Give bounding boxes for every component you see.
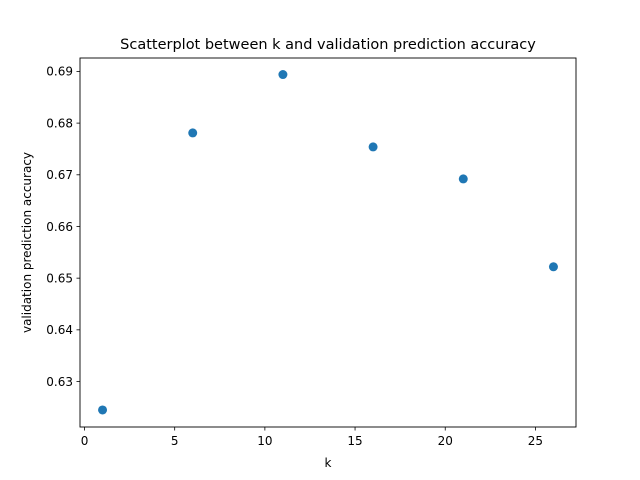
y-tick-label: 0.64 (46, 323, 73, 337)
x-tick-label: 25 (528, 434, 543, 448)
data-point (368, 142, 378, 152)
data-point (458, 174, 468, 184)
x-tick-label: 0 (81, 434, 89, 448)
x-axis: 0 5 10 15 20 25 (81, 427, 543, 448)
data-point (278, 70, 288, 80)
plot-area (79, 57, 577, 428)
y-tick-label: 0.65 (46, 271, 73, 285)
x-tick-label: 5 (171, 434, 179, 448)
x-tick-label: 15 (347, 434, 362, 448)
y-tick-label: 0.68 (46, 116, 73, 130)
x-axis-label: k (325, 456, 332, 470)
chart-title: Scatterplot between k and validation pre… (120, 37, 536, 53)
data-point (548, 262, 558, 272)
data-points (98, 70, 558, 415)
y-tick-label: 0.67 (46, 168, 73, 182)
data-point (188, 128, 198, 138)
y-axis: 0.63 0.64 0.65 0.66 0.67 0.68 0.69 (46, 65, 80, 389)
x-tick-label: 10 (257, 434, 272, 448)
y-axis-label: validation prediction accuracy (20, 152, 34, 333)
data-point (98, 405, 108, 415)
y-tick-label: 0.66 (46, 220, 73, 234)
y-tick-label: 0.63 (46, 375, 73, 389)
y-tick-label: 0.69 (46, 65, 73, 79)
x-tick-label: 20 (438, 434, 453, 448)
